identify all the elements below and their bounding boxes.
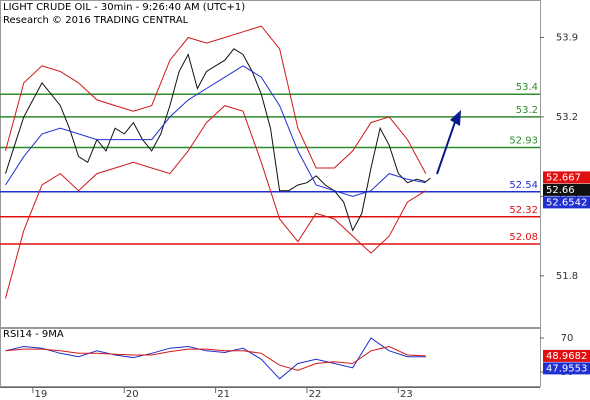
y-tick-label: 53.2 xyxy=(556,112,578,123)
y-tick-label: 53.9 xyxy=(556,32,578,43)
level-label: 52.08 xyxy=(509,232,538,243)
series-line xyxy=(5,48,431,232)
series-line xyxy=(5,65,426,197)
price-tag xyxy=(543,349,590,362)
rsi-panel xyxy=(0,328,541,387)
level-label: 53.4 xyxy=(516,82,538,93)
series-line xyxy=(5,337,426,380)
series-line xyxy=(5,25,427,174)
plot-layer xyxy=(0,25,540,380)
level-label: 52.93 xyxy=(509,136,538,147)
price-tag xyxy=(543,183,590,196)
price-tag-label: 52.667 xyxy=(546,172,581,183)
price-tag-label: 47.9553 xyxy=(546,363,587,374)
chart-title: LIGHT CRUDE OIL - 30min - 9:26:40 AM (UT… xyxy=(3,2,245,13)
y-tick-label: 70 xyxy=(561,333,574,344)
series-line xyxy=(5,345,426,371)
price-tag-label: 52.66 xyxy=(546,185,575,196)
level-label: 53.2 xyxy=(516,105,538,116)
price-tag xyxy=(543,362,590,375)
price-tag xyxy=(543,171,590,184)
main-panel xyxy=(0,0,541,328)
arrow-head xyxy=(450,110,461,126)
price-tag-label: 52.6542 xyxy=(546,197,587,208)
price-tag xyxy=(543,196,590,209)
x-tick-label: 23 xyxy=(400,389,413,400)
rsi-title: RSI14 - 9MA xyxy=(3,329,64,340)
x-tick-label: 19 xyxy=(35,389,48,400)
level-label: 52.54 xyxy=(509,180,538,191)
y-tick-label: 51.8 xyxy=(556,271,578,282)
x-tick-label: 22 xyxy=(309,389,322,400)
price-tag-label: 48.9682 xyxy=(546,351,587,362)
chart-subtitle: Research © 2016 TRADING CENTRAL xyxy=(3,15,189,26)
x-tick-label: 20 xyxy=(126,389,139,400)
forecast-arrow xyxy=(436,121,456,175)
level-label: 52.32 xyxy=(509,205,538,216)
x-tick-label: 21 xyxy=(217,389,230,400)
series-line xyxy=(5,105,427,299)
